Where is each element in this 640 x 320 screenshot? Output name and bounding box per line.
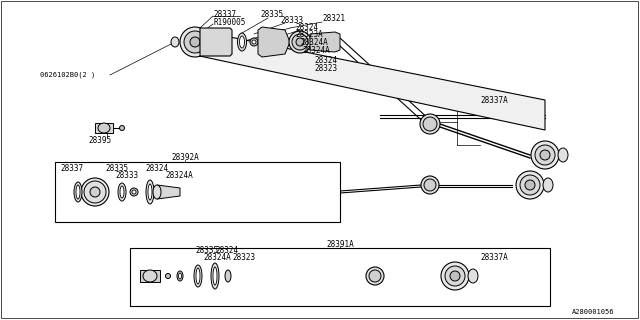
Ellipse shape — [540, 150, 550, 160]
Ellipse shape — [196, 268, 200, 284]
Text: R190005: R190005 — [213, 18, 245, 27]
Ellipse shape — [120, 186, 124, 198]
Ellipse shape — [558, 148, 568, 162]
Bar — [55, 162, 340, 222]
Ellipse shape — [468, 269, 478, 283]
Text: 28337A: 28337A — [480, 95, 508, 105]
Polygon shape — [157, 185, 180, 199]
Ellipse shape — [535, 145, 555, 165]
Ellipse shape — [194, 265, 202, 287]
Ellipse shape — [225, 270, 231, 282]
Ellipse shape — [90, 187, 100, 197]
Bar — [130, 248, 550, 306]
Text: 28323: 28323 — [232, 253, 255, 262]
Text: 28324A: 28324A — [203, 253, 231, 262]
Ellipse shape — [516, 171, 544, 199]
Ellipse shape — [184, 31, 206, 53]
Text: 28335: 28335 — [195, 245, 218, 254]
Text: 28324: 28324 — [145, 164, 168, 172]
Ellipse shape — [84, 181, 106, 203]
Ellipse shape — [250, 38, 258, 46]
Text: 0626102B0(2 ): 0626102B0(2 ) — [40, 72, 95, 78]
Ellipse shape — [296, 38, 304, 46]
Text: 28324A: 28324A — [300, 37, 328, 46]
Ellipse shape — [74, 182, 82, 202]
Ellipse shape — [369, 270, 381, 282]
Text: 28395: 28395 — [88, 135, 111, 145]
Ellipse shape — [148, 184, 152, 200]
Ellipse shape — [239, 36, 244, 48]
Ellipse shape — [450, 271, 460, 281]
Ellipse shape — [292, 34, 308, 50]
Text: 28324: 28324 — [314, 55, 337, 65]
Text: 28337: 28337 — [213, 10, 236, 19]
Ellipse shape — [421, 176, 439, 194]
Text: A280001056: A280001056 — [572, 309, 614, 315]
Text: 28391A: 28391A — [326, 239, 354, 249]
Ellipse shape — [180, 27, 210, 57]
Text: 28337: 28337 — [60, 164, 83, 172]
Text: 28335: 28335 — [105, 164, 128, 172]
Ellipse shape — [190, 37, 200, 47]
Polygon shape — [195, 30, 545, 130]
Text: 28392A: 28392A — [171, 153, 199, 162]
Ellipse shape — [153, 185, 161, 199]
Text: 28324A: 28324A — [165, 171, 193, 180]
Ellipse shape — [98, 123, 110, 133]
Ellipse shape — [543, 178, 553, 192]
Ellipse shape — [445, 266, 465, 286]
Text: 28324A: 28324A — [302, 45, 330, 54]
Ellipse shape — [237, 33, 246, 51]
Polygon shape — [200, 28, 232, 56]
Ellipse shape — [179, 273, 182, 279]
Ellipse shape — [81, 178, 109, 206]
Ellipse shape — [366, 267, 384, 285]
Ellipse shape — [130, 188, 138, 196]
Ellipse shape — [289, 31, 311, 53]
Ellipse shape — [213, 267, 217, 285]
Ellipse shape — [143, 270, 157, 282]
Text: 28337A: 28337A — [480, 253, 508, 262]
Text: 28324: 28324 — [215, 245, 238, 254]
Ellipse shape — [146, 180, 154, 204]
Ellipse shape — [423, 117, 437, 131]
Bar — [95, 123, 113, 133]
Ellipse shape — [132, 190, 136, 194]
Ellipse shape — [118, 183, 126, 201]
Ellipse shape — [252, 40, 256, 44]
Text: 28333: 28333 — [115, 171, 138, 180]
Polygon shape — [310, 32, 340, 52]
Bar — [140, 270, 160, 282]
Ellipse shape — [520, 175, 540, 195]
Polygon shape — [258, 27, 290, 57]
Text: 28321: 28321 — [322, 13, 345, 22]
Ellipse shape — [120, 125, 125, 131]
Text: 28333: 28333 — [280, 15, 303, 25]
Ellipse shape — [424, 179, 436, 191]
Ellipse shape — [531, 141, 559, 169]
Ellipse shape — [177, 271, 183, 281]
Ellipse shape — [76, 185, 80, 199]
Ellipse shape — [166, 274, 170, 278]
Text: 28323: 28323 — [314, 63, 337, 73]
Ellipse shape — [211, 263, 219, 289]
Ellipse shape — [525, 180, 535, 190]
Ellipse shape — [420, 114, 440, 134]
Text: 28323A: 28323A — [295, 29, 323, 38]
Ellipse shape — [171, 37, 179, 47]
Ellipse shape — [441, 262, 469, 290]
Text: 28335: 28335 — [260, 10, 283, 19]
Text: 28324: 28324 — [295, 22, 318, 31]
